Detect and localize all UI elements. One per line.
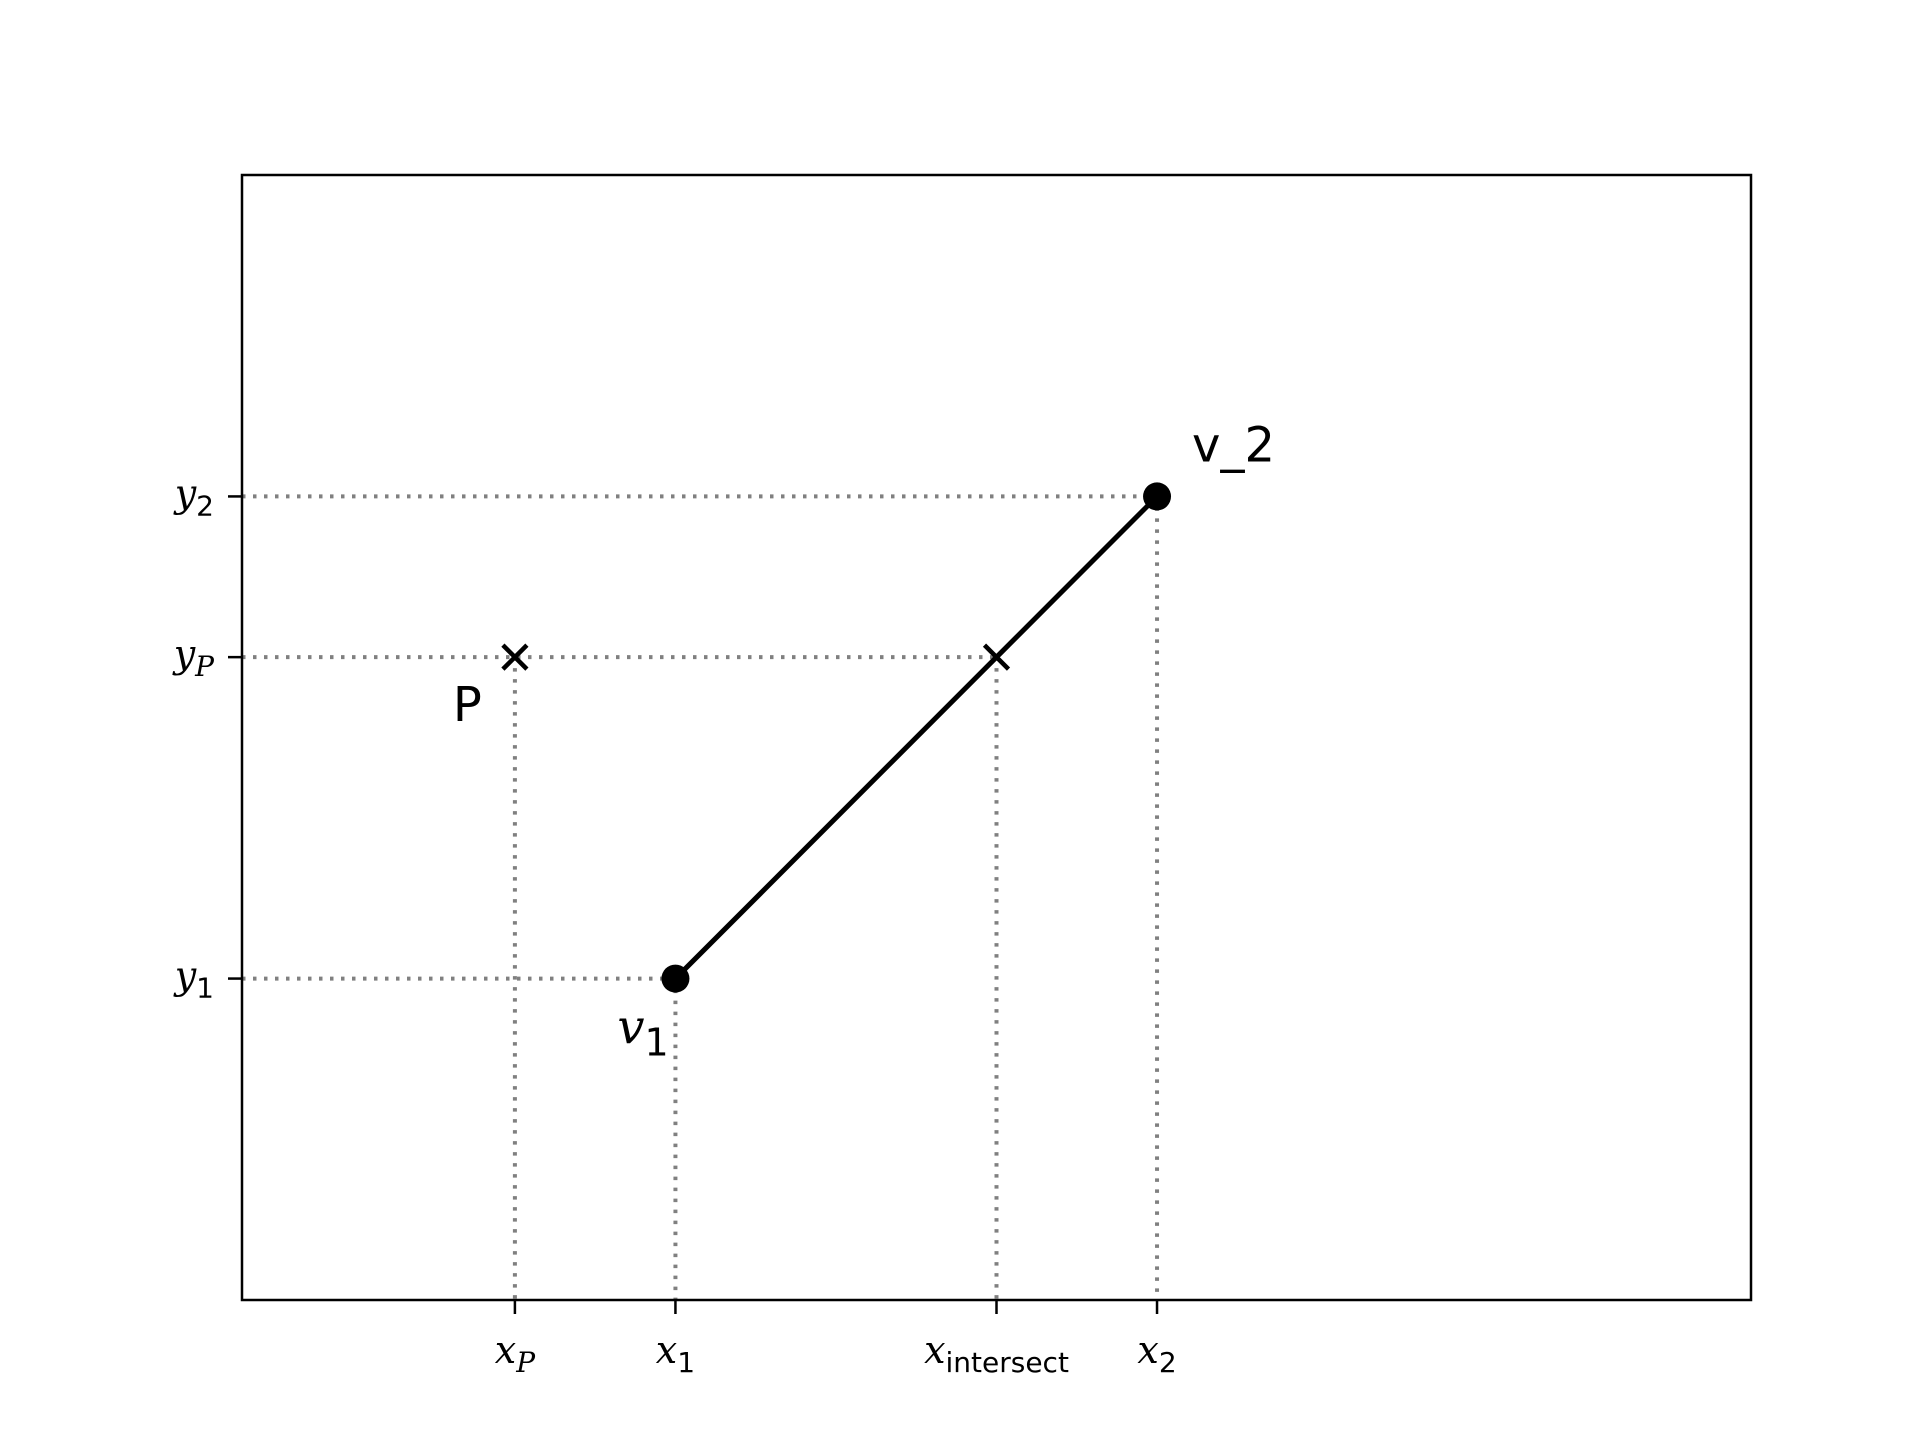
intersection-marker	[982, 643, 1011, 671]
point-p-marker	[501, 643, 529, 671]
vertex-v2-marker	[1143, 482, 1172, 511]
y-tick-label-y1: y1	[173, 954, 214, 1005]
y-tick-label-y2: y2	[173, 471, 214, 522]
vertex-v2-label: v_2	[1192, 417, 1275, 473]
x-tick-label-xi: xintersect	[924, 1328, 1069, 1379]
y-tick-label-yp: yP	[172, 632, 215, 683]
segment-layer	[672, 493, 1160, 982]
x-tick-label-xp: xP	[495, 1328, 536, 1379]
vertex-v1-label: v1	[617, 1000, 668, 1065]
vertex-v1-marker	[661, 964, 690, 993]
axis-ticks: xP x1 xintersect x2 y1 yP y2	[172, 471, 1177, 1379]
point-p-marker-stroke-b	[501, 643, 529, 671]
intersection-marker-stroke-b	[982, 643, 1011, 671]
x-tick-label-x2: x2	[1137, 1328, 1176, 1379]
markers	[501, 482, 1172, 993]
guide-lines	[242, 494, 1160, 1300]
point-p-label: P	[453, 677, 482, 733]
segment-v1-v2	[672, 493, 1160, 982]
x-tick-label-x1: x1	[656, 1328, 695, 1379]
point-labels: v1 v_2 P	[453, 417, 1275, 1064]
